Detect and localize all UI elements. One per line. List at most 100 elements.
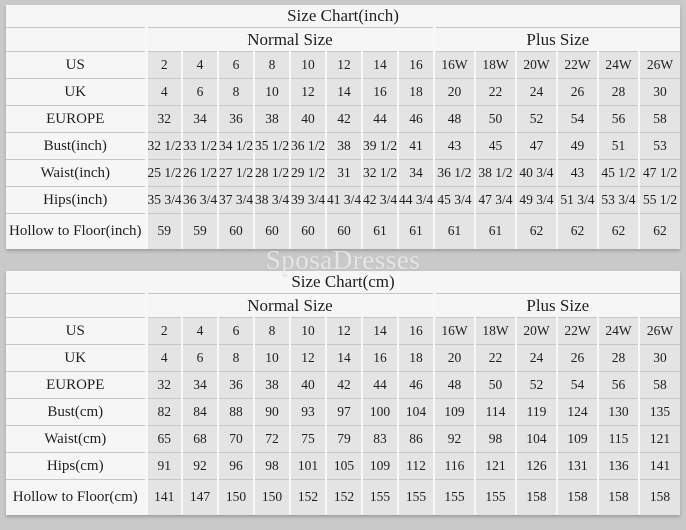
size-value-cell: 84 xyxy=(181,398,218,426)
size-value-cell: 45 3/4 xyxy=(433,186,475,214)
size-value-cell: 46 xyxy=(397,105,434,133)
group-header-row: Normal Size Plus Size xyxy=(6,27,681,52)
size-value-cell: 46 xyxy=(397,371,434,399)
size-value-cell: 65 xyxy=(144,425,182,453)
size-value-cell: 88 xyxy=(217,398,254,426)
size-value-cell: 6 xyxy=(181,344,218,372)
table-title-row: Size Chart(cm) xyxy=(6,271,681,294)
size-value-cell: 10 xyxy=(253,344,290,372)
size-value-cell: 27 1/2 xyxy=(217,159,254,187)
table-row: Waist(cm) 65 68 70 72 75 79 83 86 92 98 104 109 115 12… xyxy=(6,425,681,453)
table-row: Bust(cm) 82 84 88 90 93 97 100 104 109 114 119 124 13… xyxy=(6,398,681,426)
table-row: EUROPE 32 34 36 38 40 42 44 46 48 50 52 54 56 58 xyxy=(6,371,681,399)
size-value-cell: 72 xyxy=(253,425,290,453)
size-value-cell: 28 xyxy=(597,78,639,106)
size-value-cell: 141 xyxy=(144,479,182,515)
size-value-cell: 2 xyxy=(144,51,182,79)
size-value-cell: 10 xyxy=(289,317,326,345)
row-label: US xyxy=(6,51,146,79)
size-value-cell: 12 xyxy=(289,344,326,372)
size-value-cell: 60 xyxy=(253,213,290,249)
size-value-cell: 124 xyxy=(556,398,598,426)
size-value-cell: 24W xyxy=(597,317,639,345)
size-value-cell: 34 xyxy=(397,159,434,187)
size-value-cell: 105 xyxy=(325,452,362,480)
size-value-cell: 20W xyxy=(515,51,557,79)
size-value-cell: 126 xyxy=(515,452,557,480)
size-value-cell: 54 xyxy=(556,371,598,399)
size-value-cell: 26 xyxy=(556,344,598,372)
size-value-cell: 49 xyxy=(556,132,598,160)
size-value-cell: 16 xyxy=(361,344,398,372)
size-value-cell: 26W xyxy=(637,51,681,79)
size-value-cell: 150 xyxy=(253,479,290,515)
row-label: UK xyxy=(6,344,146,372)
size-value-cell: 48 xyxy=(433,105,475,133)
size-value-cell: 8 xyxy=(253,51,290,79)
size-value-cell: 155 xyxy=(361,479,398,515)
size-value-cell: 82 xyxy=(144,398,182,426)
size-value-cell: 36 1/2 xyxy=(433,159,475,187)
size-value-cell: 109 xyxy=(361,452,398,480)
size-value-cell: 37 3/4 xyxy=(217,186,254,214)
size-value-cell: 104 xyxy=(515,425,557,453)
size-value-cell: 22W xyxy=(556,317,598,345)
group-header-plus: Plus Size xyxy=(432,293,681,318)
size-value-cell: 25 1/2 xyxy=(144,159,182,187)
size-value-cell: 26W xyxy=(637,317,681,345)
size-value-cell: 4 xyxy=(181,51,218,79)
size-value-cell: 35 1/2 xyxy=(253,132,290,160)
row-label: UK xyxy=(6,78,146,106)
size-value-cell: 22W xyxy=(556,51,598,79)
size-value-cell: 155 xyxy=(397,479,434,515)
size-value-cell: 16 xyxy=(361,78,398,106)
size-value-cell: 14 xyxy=(361,51,398,79)
size-value-cell: 20 xyxy=(433,344,475,372)
size-value-cell: 158 xyxy=(637,479,681,515)
size-value-cell: 58 xyxy=(637,371,681,399)
size-value-cell: 52 xyxy=(515,105,557,133)
size-value-cell: 16 xyxy=(397,51,434,79)
size-value-cell: 42 xyxy=(325,105,362,133)
size-value-cell: 68 xyxy=(181,425,218,453)
table-row: Hips(inch) 35 3/4 36 3/4 37 3/4 38 3/4 39 3/4… xyxy=(6,186,681,214)
size-value-cell: 44 xyxy=(361,105,398,133)
size-value-cell: 14 xyxy=(361,317,398,345)
size-value-cell: 24W xyxy=(597,51,639,79)
row-label: Hollow to Floor(inch) xyxy=(6,213,146,249)
size-value-cell: 50 xyxy=(474,105,516,133)
size-value-cell: 18W xyxy=(474,317,516,345)
size-value-cell: 24 xyxy=(515,78,557,106)
size-value-cell: 109 xyxy=(433,398,475,426)
size-value-cell: 12 xyxy=(325,317,362,345)
size-value-cell: 130 xyxy=(597,398,639,426)
size-value-cell: 131 xyxy=(556,452,598,480)
size-value-cell: 45 1/2 xyxy=(597,159,639,187)
table-row: Hollow to Floor(inch) 59 59 60 60 60 60 61 61 61 6… xyxy=(6,213,681,249)
size-value-cell: 8 xyxy=(217,344,254,372)
size-value-cell: 62 xyxy=(556,213,598,249)
row-label: EUROPE xyxy=(6,105,146,133)
size-value-cell: 47 1/2 xyxy=(637,159,681,187)
size-value-cell: 38 xyxy=(253,105,290,133)
size-value-cell: 92 xyxy=(181,452,218,480)
size-value-cell: 36 xyxy=(217,371,254,399)
size-value-cell: 32 1/2 xyxy=(361,159,398,187)
size-value-cell: 35 3/4 xyxy=(144,186,182,214)
size-value-cell: 32 1/2 xyxy=(144,132,182,160)
size-value-cell: 98 xyxy=(253,452,290,480)
size-value-cell: 39 1/2 xyxy=(361,132,398,160)
size-value-cell: 121 xyxy=(637,425,681,453)
size-value-cell: 14 xyxy=(325,78,362,106)
table-row: Hollow to Floor(cm) 141 147 150 150 152 152 155… xyxy=(6,479,681,515)
size-value-cell: 75 xyxy=(289,425,326,453)
size-value-cell: 51 xyxy=(597,132,639,160)
row-label: Waist(cm) xyxy=(6,425,146,453)
table-row: UK 4 6 8 10 12 14 16 18 20 22 24 26 28 30 xyxy=(6,344,681,372)
chart-title: Size Chart(inch) xyxy=(6,5,681,28)
table-row: Waist(inch) 25 1/2 26 1/2 27 1/2 28 1/2 29 1/… xyxy=(6,159,681,187)
size-value-cell: 136 xyxy=(597,452,639,480)
group-header-row: Normal Size Plus Size xyxy=(6,293,681,318)
size-value-cell: 38 3/4 xyxy=(253,186,290,214)
size-value-cell: 60 xyxy=(325,213,362,249)
